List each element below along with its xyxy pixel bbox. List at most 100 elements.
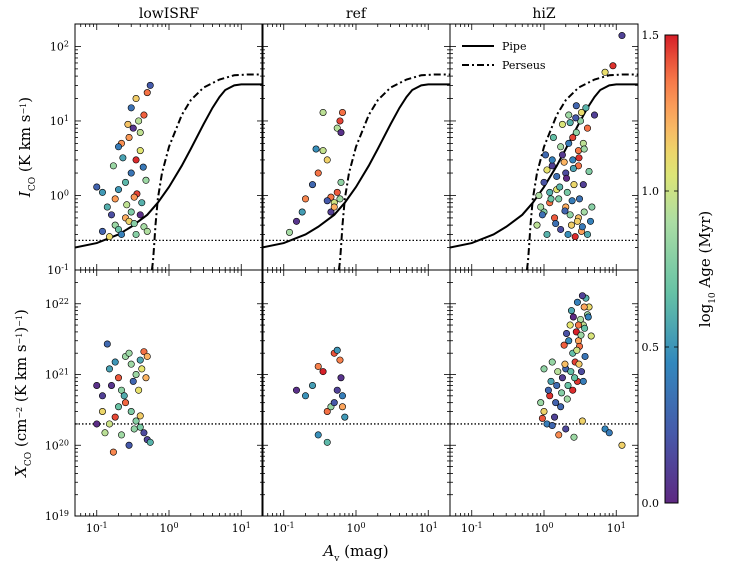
- data-point: [538, 414, 546, 422]
- x-tick-label: 10-1: [461, 521, 483, 536]
- data-point: [533, 221, 541, 229]
- data-point: [570, 433, 578, 441]
- data-point: [571, 233, 579, 241]
- data-point: [573, 346, 581, 354]
- data-point: [130, 220, 138, 228]
- data-point: [136, 211, 144, 219]
- data-point: [336, 195, 344, 203]
- data-point: [109, 448, 117, 456]
- data-point: [580, 145, 588, 153]
- data-point: [581, 352, 589, 360]
- data-point: [143, 227, 151, 235]
- data-point: [540, 407, 548, 415]
- data-point: [143, 352, 151, 360]
- data-point: [120, 392, 128, 400]
- data-point: [341, 413, 349, 421]
- data-point: [586, 217, 594, 225]
- legend-perseus-label: Perseus: [502, 59, 546, 72]
- perseus-curve: [525, 73, 638, 270]
- data-point: [103, 340, 111, 348]
- data-point: [537, 203, 545, 211]
- data-point: [557, 225, 565, 233]
- data-point: [98, 407, 106, 415]
- data-point: [319, 368, 327, 376]
- data-point: [572, 102, 580, 110]
- data-point: [337, 374, 345, 382]
- data-point: [107, 211, 115, 219]
- panel-frame: [261, 269, 451, 517]
- colorbar-tick-label: 0.0: [642, 497, 660, 510]
- data-point: [564, 230, 572, 238]
- data-point: [109, 162, 117, 170]
- data-point: [587, 332, 595, 340]
- data-point: [574, 147, 582, 155]
- data-point: [105, 233, 113, 241]
- y-tick-label: 101: [50, 113, 69, 128]
- data-point: [117, 386, 125, 394]
- data-point: [136, 356, 144, 364]
- data-point: [552, 220, 560, 228]
- data-point: [609, 62, 617, 70]
- data-point: [563, 188, 571, 196]
- data-point: [138, 365, 146, 373]
- data-point: [107, 381, 115, 389]
- data-point: [338, 108, 346, 116]
- data-point: [556, 183, 564, 191]
- data-point: [330, 399, 338, 407]
- x-tick-label: 100: [346, 521, 365, 536]
- data-point: [583, 230, 591, 238]
- pipe-curve: [262, 83, 450, 249]
- data-point: [142, 176, 150, 184]
- data-point: [544, 386, 552, 394]
- data-point: [323, 197, 331, 205]
- data-point: [319, 108, 327, 116]
- data-point: [136, 412, 144, 420]
- data-point: [569, 156, 577, 164]
- data-point: [557, 143, 565, 151]
- data-point: [127, 169, 135, 177]
- data-point: [292, 217, 300, 225]
- data-point: [566, 211, 574, 219]
- data-point: [111, 195, 119, 203]
- y-tick-label: 1022: [45, 296, 69, 311]
- data-point: [132, 371, 140, 379]
- data-point: [567, 368, 575, 376]
- data-point: [140, 111, 148, 119]
- data-point: [132, 156, 140, 164]
- data-point: [563, 329, 571, 337]
- data-point: [577, 331, 585, 339]
- data-point: [132, 417, 140, 425]
- data-point: [562, 425, 570, 433]
- perseus-curve: [337, 73, 450, 270]
- data-point: [569, 165, 577, 173]
- data-point: [327, 208, 335, 216]
- data-point: [548, 422, 556, 430]
- data-point: [549, 133, 557, 141]
- data-point: [588, 203, 596, 211]
- data-point: [577, 368, 585, 376]
- data-point: [568, 197, 576, 205]
- colorbar-label: log10 Age (Myr): [696, 211, 718, 327]
- data-point: [561, 207, 569, 215]
- data-point: [563, 174, 571, 182]
- y-tick-label: 1020: [45, 438, 69, 453]
- data-point: [136, 147, 144, 155]
- data-point: [312, 145, 320, 153]
- data-point: [567, 307, 575, 315]
- data-point: [125, 133, 133, 141]
- data-point: [146, 81, 154, 89]
- data-point: [579, 377, 587, 385]
- x-tick-label: 100: [534, 521, 553, 536]
- data-point: [125, 349, 133, 357]
- data-point: [570, 181, 578, 189]
- data-point: [114, 374, 122, 382]
- x-tick-label: 101: [419, 521, 438, 536]
- data-point: [557, 403, 565, 411]
- data-point: [546, 188, 554, 196]
- data-point: [146, 438, 154, 446]
- data-point: [323, 438, 331, 446]
- data-point: [285, 228, 293, 236]
- data-point: [548, 162, 556, 170]
- data-point: [105, 420, 113, 428]
- data-point: [567, 221, 575, 229]
